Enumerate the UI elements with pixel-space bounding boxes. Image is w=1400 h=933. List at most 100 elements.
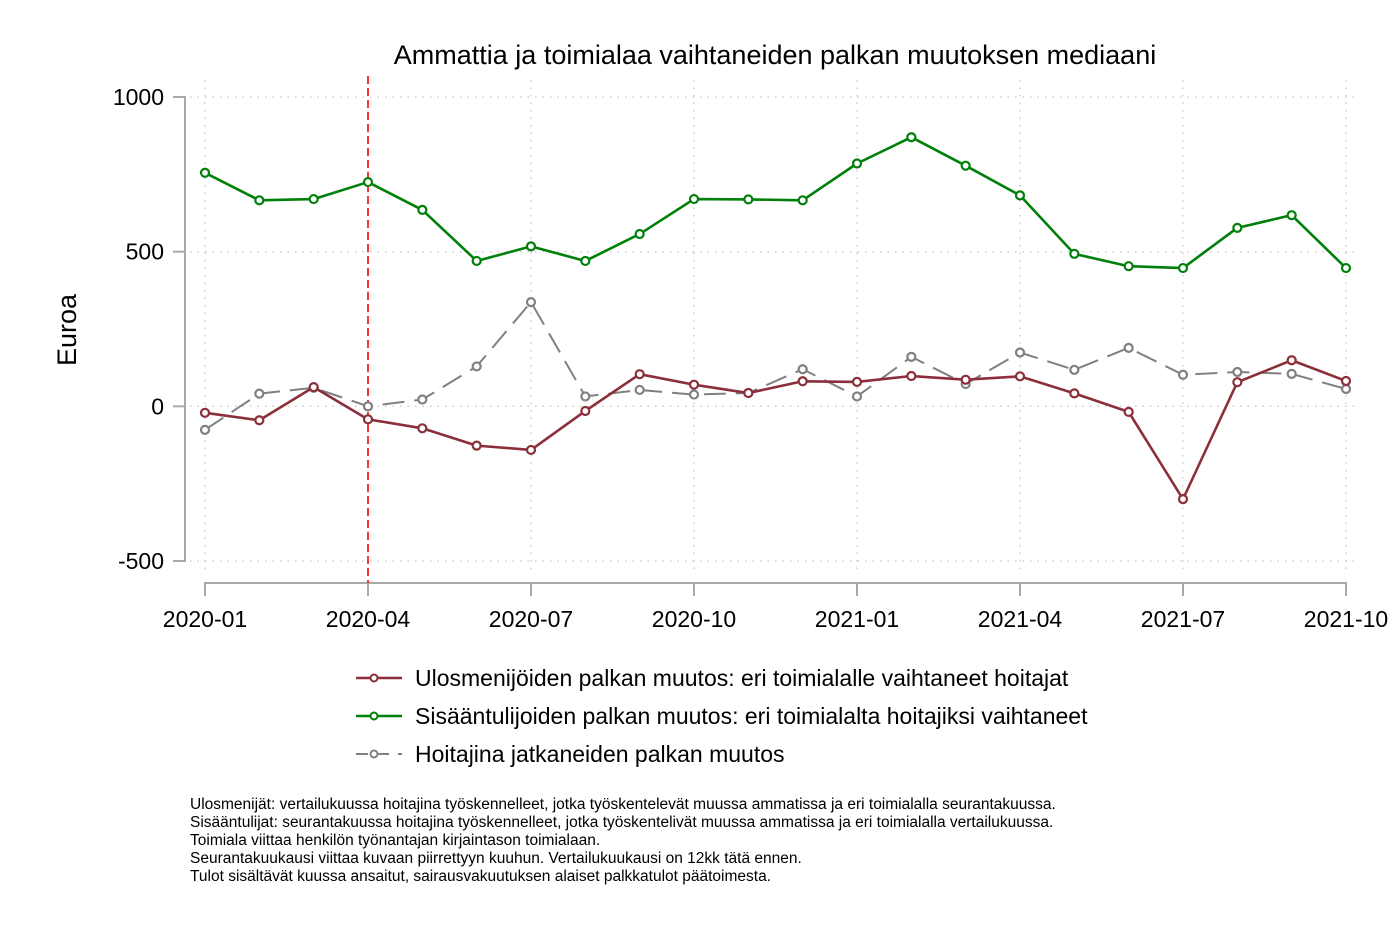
y-tick-label: 1000	[113, 84, 164, 110]
y-tick-label: 0	[151, 393, 164, 419]
data-point	[797, 195, 808, 206]
legend-label: Ulosmenijöiden palkan muutos: eri toimia…	[415, 665, 1069, 691]
x-tick-label: 2020-10	[652, 606, 736, 632]
data-point	[254, 388, 265, 399]
data-point	[960, 160, 971, 171]
data-point	[308, 193, 319, 205]
data-point	[1232, 222, 1243, 233]
data-point	[1177, 494, 1189, 505]
data-point	[362, 414, 374, 425]
data-point	[688, 193, 700, 205]
data-point	[906, 351, 917, 362]
data-point	[1232, 366, 1243, 378]
legend-item: Ulosmenijöiden palkan muutos: eri toimia…	[356, 665, 1069, 691]
footnote: Toimiala viittaa henkilön työnantajan ki…	[190, 832, 601, 849]
data-point	[797, 364, 808, 375]
data-point	[688, 379, 700, 390]
y-axis-label: Euroa	[52, 293, 82, 366]
data-point	[1177, 369, 1189, 380]
data-point	[417, 394, 428, 405]
legend-label: Hoitajina jatkaneiden palkan muutos	[415, 741, 785, 767]
data-point	[471, 440, 482, 451]
data-point	[906, 370, 917, 382]
data-point	[1286, 210, 1297, 221]
data-point	[254, 415, 265, 426]
data-point	[851, 376, 863, 387]
series-line	[204, 301, 1347, 431]
data-point	[254, 195, 265, 206]
data-point	[1123, 342, 1134, 353]
footnotes: Ulosmenijät: vertailukuussa hoitajina ty…	[190, 796, 1056, 886]
data-point	[471, 255, 482, 267]
data-point	[851, 391, 863, 402]
data-point	[797, 376, 808, 387]
data-point	[362, 176, 374, 188]
data-point	[743, 387, 754, 399]
x-tick-label: 2021-01	[815, 606, 899, 632]
series-0	[199, 355, 1352, 505]
data-point	[1286, 368, 1297, 379]
data-point	[525, 296, 537, 308]
data-point	[688, 389, 700, 400]
data-point	[471, 361, 482, 372]
data-point	[1340, 375, 1352, 387]
data-point	[634, 384, 645, 396]
series-line	[204, 135, 1347, 270]
series-line	[204, 358, 1347, 501]
x-tick-label: 2021-10	[1304, 606, 1388, 632]
data-point	[199, 167, 211, 178]
legend-marker	[369, 749, 379, 759]
data-point	[417, 423, 428, 434]
axes: 1000 500 0 -500 2020-01 2020-04 2020-07 2020-10…	[113, 84, 1388, 632]
data-point	[580, 391, 591, 402]
footnote: Sisääntulijat: seurantakuussa hoitajina …	[190, 814, 1054, 831]
legend-label: Sisääntulijoiden palkan muutos: eri toim…	[415, 703, 1088, 729]
data-point	[960, 374, 971, 385]
series-group	[199, 132, 1352, 505]
data-point	[525, 241, 537, 252]
x-tick-label: 2020-04	[326, 606, 411, 632]
data-point	[199, 424, 211, 435]
x-tick-label: 2020-07	[489, 606, 573, 632]
legend-item: Hoitajina jatkaneiden palkan muutos	[356, 741, 785, 767]
data-point	[1069, 248, 1080, 259]
data-point	[851, 158, 863, 169]
data-point	[1069, 364, 1080, 375]
data-point	[1340, 262, 1352, 274]
data-point	[525, 444, 537, 456]
data-point	[634, 369, 645, 380]
data-point	[1014, 371, 1026, 382]
data-point	[1014, 347, 1026, 358]
footnote: Tulot sisältävät kuussa ansaitut, sairau…	[190, 868, 771, 885]
legend-marker	[369, 711, 379, 721]
data-point	[308, 382, 319, 393]
data-point	[199, 407, 211, 418]
footnote: Ulosmenijät: vertailukuussa hoitajina ty…	[190, 796, 1056, 813]
data-point	[1069, 388, 1080, 399]
data-point	[634, 228, 645, 240]
y-tick-label: 500	[126, 239, 164, 265]
data-point	[1177, 262, 1189, 274]
legend-item: Sisääntulijoiden palkan muutos: eri toim…	[356, 703, 1088, 729]
data-point	[1232, 377, 1243, 388]
chart-title: Ammattia ja toimialaa vaihtaneiden palka…	[394, 40, 1156, 70]
data-point	[906, 132, 917, 143]
data-point	[580, 405, 591, 417]
x-tick-label: 2021-07	[1141, 606, 1225, 632]
data-point	[1014, 190, 1026, 201]
legend: Ulosmenijöiden palkan muutos: eri toimia…	[356, 665, 1088, 767]
series-1	[199, 132, 1352, 274]
series-2	[199, 296, 1352, 435]
x-tick-label: 2020-01	[163, 606, 247, 632]
data-point	[1286, 355, 1297, 366]
y-tick-label: -500	[118, 548, 164, 574]
data-point	[580, 255, 591, 267]
data-point	[743, 194, 754, 205]
x-tick-label: 2021-04	[978, 606, 1063, 632]
data-point	[417, 204, 428, 216]
data-point	[1340, 383, 1352, 395]
data-point	[1123, 406, 1134, 418]
legend-marker	[369, 673, 379, 683]
footnote: Seurantakuukausi viittaa kuvaan piirrett…	[190, 850, 802, 867]
